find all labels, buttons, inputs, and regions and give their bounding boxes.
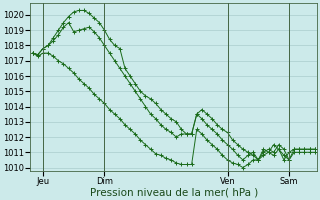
X-axis label: Pression niveau de la mer( hPa ): Pression niveau de la mer( hPa ) bbox=[90, 187, 258, 197]
